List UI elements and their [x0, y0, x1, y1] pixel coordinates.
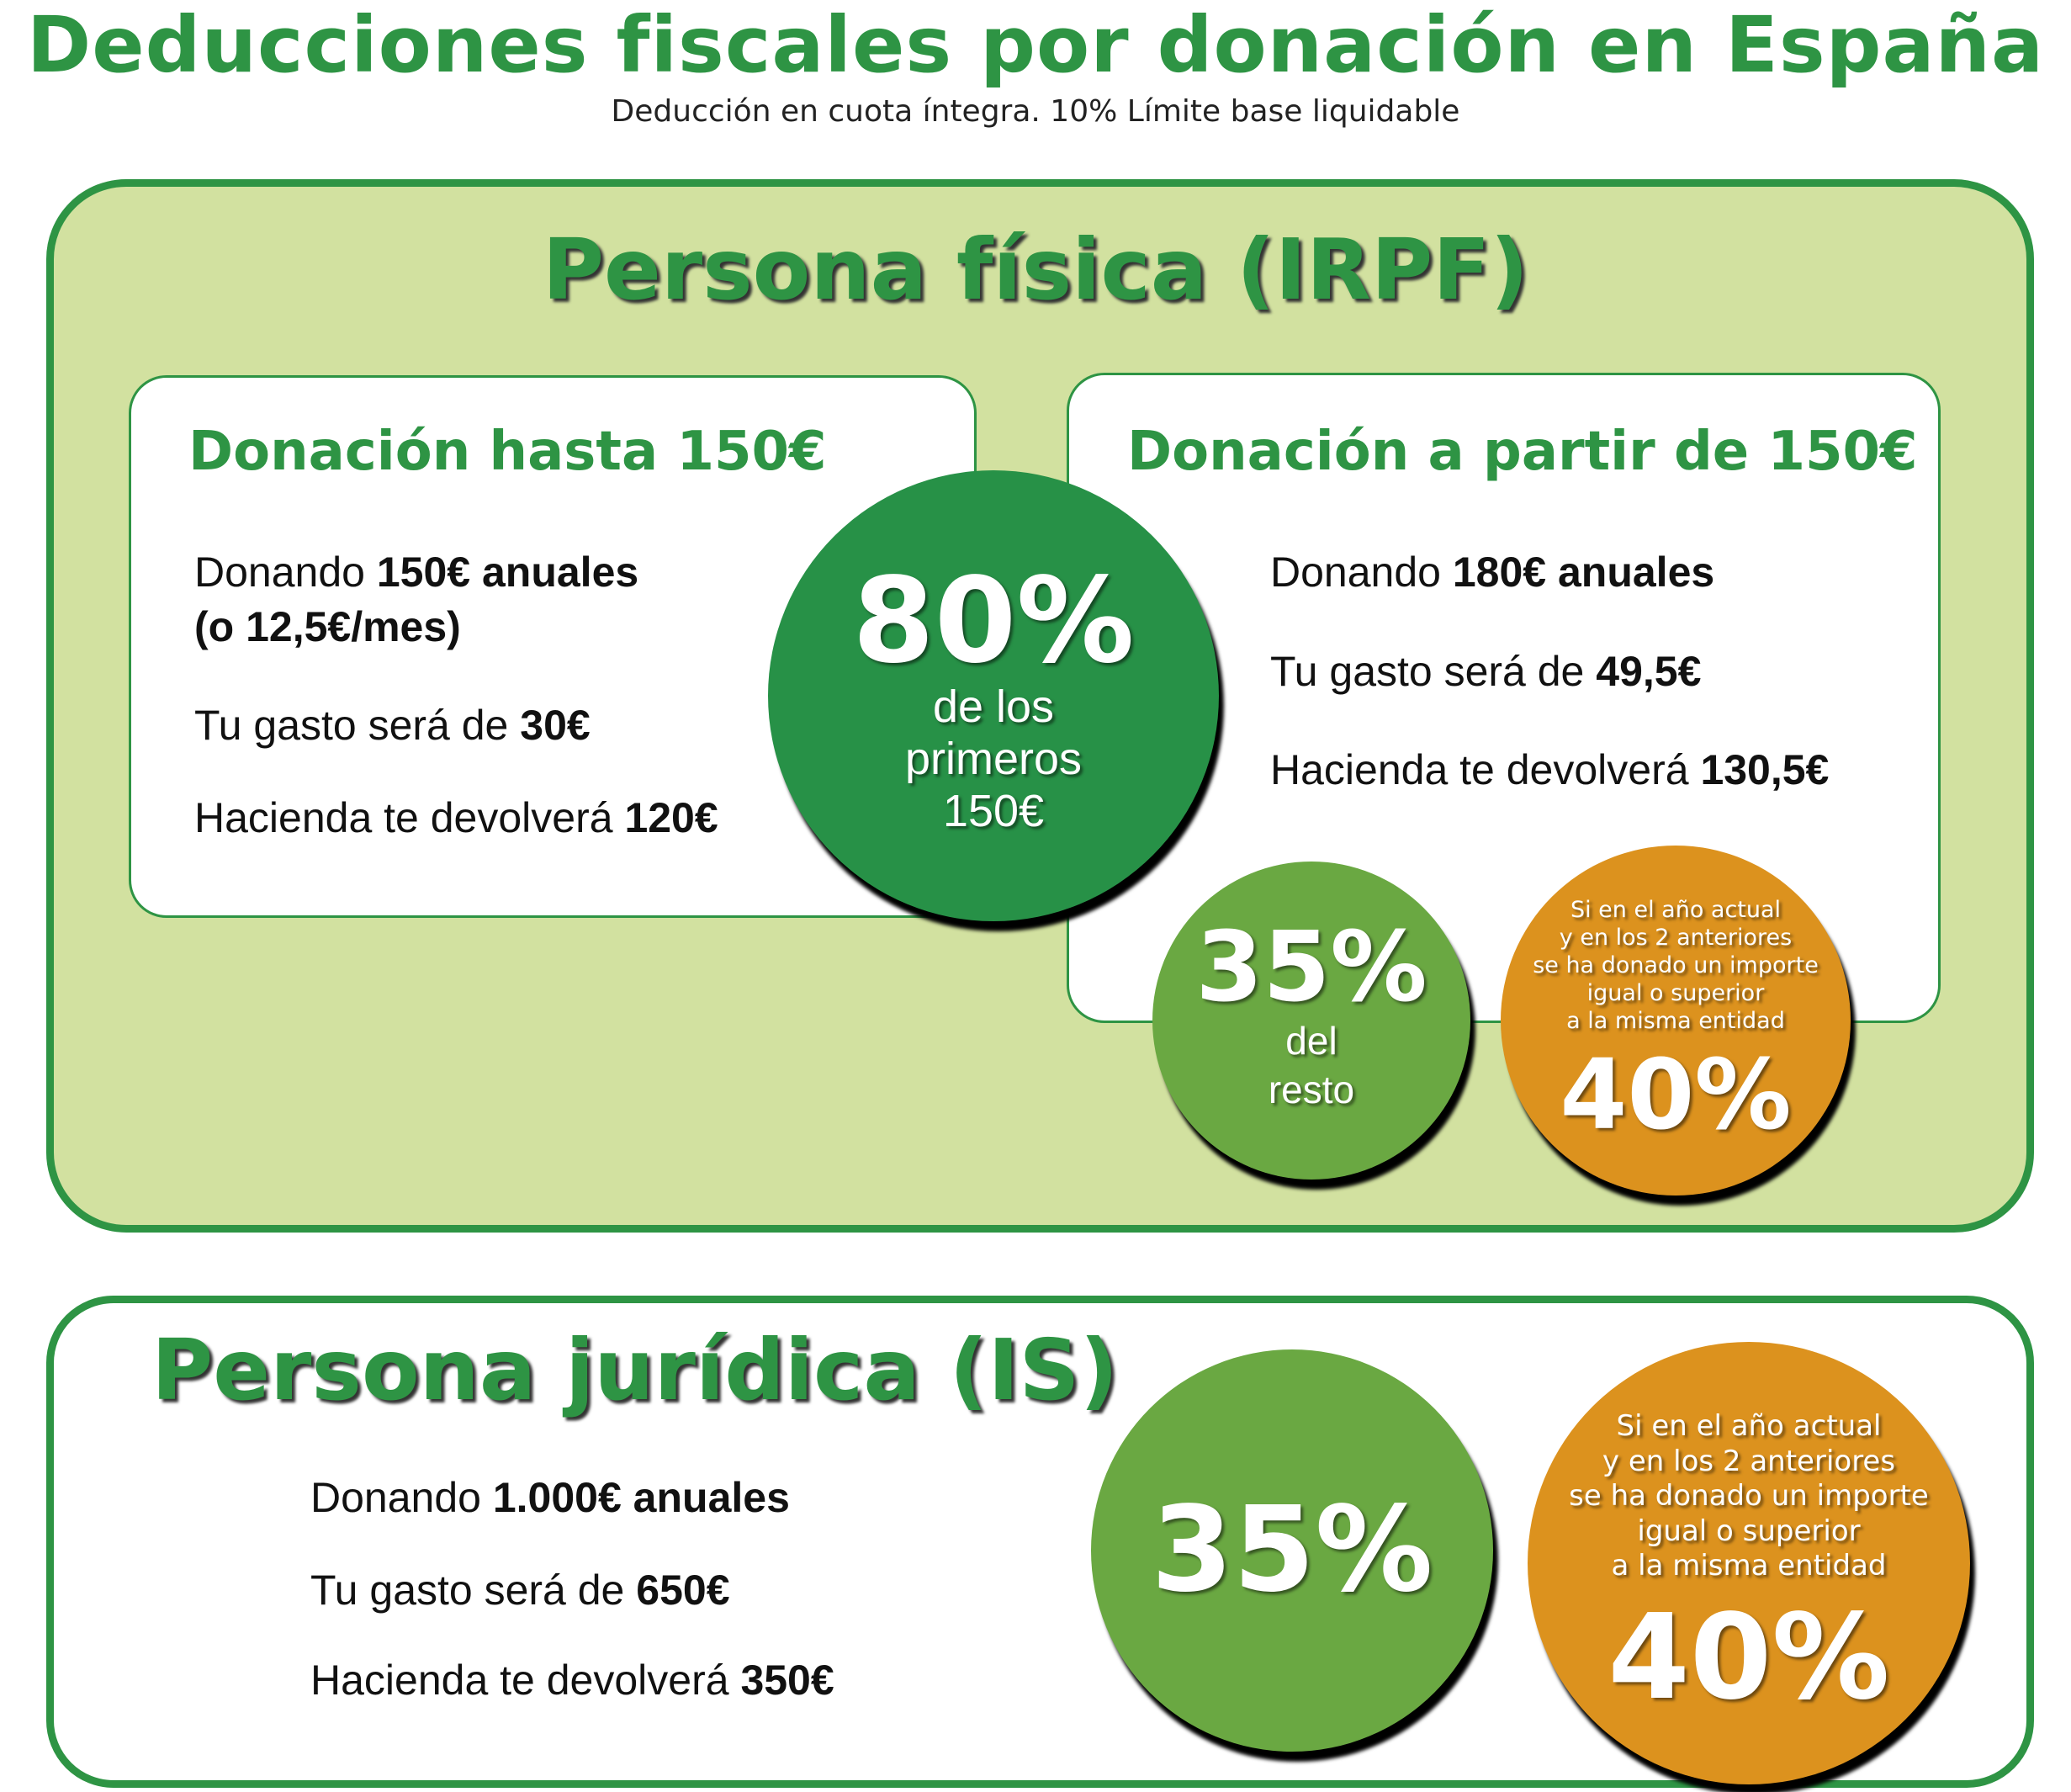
card-high-line-1: Donando 180€ anuales — [1270, 545, 1714, 599]
card-high-title: Donación a partir de 150€ — [1127, 421, 1918, 483]
value: 150€ anuales — [376, 549, 639, 596]
circle-text: primeros — [904, 734, 1083, 784]
card-low-line-3: Tu gasto será de 30€ — [194, 698, 591, 752]
label: Tu gasto será de — [1270, 648, 1597, 695]
card-low-line-4: Hacienda te devolverá 120€ — [194, 791, 718, 845]
card-low-line-1: Donando 150€ anuales — [194, 545, 638, 599]
percent: 35% — [1195, 910, 1427, 1024]
percent: 40% — [1608, 1588, 1890, 1726]
card-high-line-2: Tu gasto será de 49,5€ — [1270, 644, 1701, 698]
juridica-line-1: Donando 1.000€ anuales — [310, 1471, 790, 1524]
circle-40-percent-fisica: Si en el año actual y en los 2 anteriore… — [1501, 846, 1851, 1196]
value: 650€ — [636, 1567, 730, 1614]
value: (o 12,5€/mes) — [194, 603, 461, 650]
label: Donando — [194, 549, 377, 596]
card-low-line-2: (o 12,5€/mes) — [194, 600, 461, 654]
value: 120€ — [624, 794, 718, 841]
circle-80-percent: 80% de los primeros 150€ — [768, 470, 1219, 921]
circle-35-percent-resto: 35% del resto — [1152, 862, 1470, 1180]
value: 180€ anuales — [1452, 549, 1715, 596]
condition-text: se ha donado un importe — [1533, 952, 1819, 979]
label: Hacienda te devolverá — [1270, 746, 1701, 793]
condition-text: y en los 2 anteriores — [1559, 925, 1793, 952]
persona-juridica-title: Persona jurídica (IS) — [151, 1321, 1119, 1419]
page-subtitle: Deducción en cuota íntegra. 10% Límite b… — [611, 94, 1460, 129]
label: Hacienda te devolverá — [194, 794, 625, 841]
condition-text: y en los 2 anteriores — [1602, 1444, 1896, 1478]
label: Tu gasto será de — [194, 702, 521, 749]
circle-35-percent-juridica: 35% — [1091, 1349, 1493, 1752]
value: 30€ — [520, 702, 591, 749]
juridica-line-3: Hacienda te devolverá 350€ — [310, 1653, 834, 1707]
condition-text: Si en el año actual — [1616, 1409, 1882, 1444]
percent: 40% — [1560, 1038, 1792, 1152]
circle-text: resto — [1268, 1067, 1355, 1111]
circle-40-percent-juridica: Si en el año actual y en los 2 anteriore… — [1528, 1342, 1970, 1784]
label: Tu gasto será de — [310, 1567, 637, 1614]
condition-text: a la misma entidad — [1566, 1007, 1785, 1034]
value: 1.000€ anuales — [492, 1474, 790, 1521]
value: 49,5€ — [1596, 648, 1702, 695]
circle-text: del — [1285, 1018, 1337, 1063]
card-low-title: Donación hasta 150€ — [188, 421, 827, 483]
circle-text: 150€ — [942, 786, 1045, 836]
value: 130,5€ — [1700, 746, 1830, 793]
juridica-line-2: Tu gasto será de 650€ — [310, 1563, 730, 1617]
page-title: Deducciones fiscales por donación en Esp… — [26, 0, 2045, 90]
percent: 35% — [1151, 1482, 1433, 1619]
label: Donando — [1270, 549, 1453, 596]
condition-text: igual o superior — [1637, 1514, 1861, 1548]
condition-text: se ha donado un importe — [1569, 1479, 1929, 1514]
condition-text: Si en el año actual — [1570, 897, 1782, 924]
condition-text: igual o superior — [1586, 979, 1765, 1006]
condition-text: a la misma entidad — [1611, 1549, 1887, 1583]
label: Hacienda te devolverá — [310, 1657, 741, 1704]
circle-text: de los — [932, 681, 1055, 732]
value: 350€ — [740, 1657, 834, 1704]
persona-fisica-title: Persona física (IRPF) — [542, 220, 1529, 319]
label: Donando — [310, 1474, 493, 1521]
percent: 80% — [852, 553, 1135, 690]
card-high-line-3: Hacienda te devolverá 130,5€ — [1270, 743, 1829, 797]
